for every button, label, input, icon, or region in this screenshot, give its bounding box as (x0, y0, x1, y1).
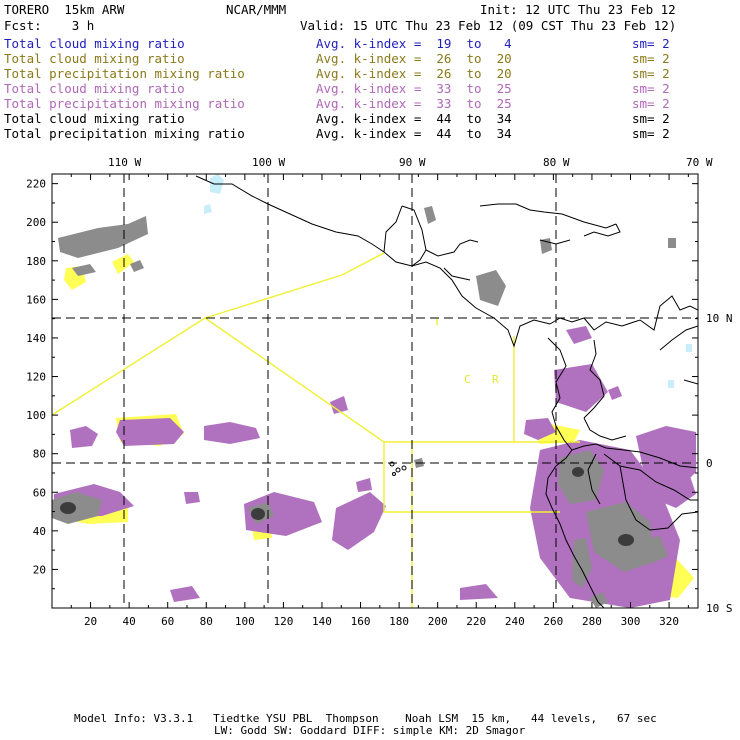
model-title: TORERO 15km ARW (4, 2, 125, 17)
y-tick-label: 60 (33, 486, 46, 499)
y-tick-label: 80 (33, 448, 46, 461)
legend-row-5-sm: sm= 2 (632, 96, 670, 111)
legend-row-5-field: Total precipitation mixing ratio (4, 96, 245, 111)
legend-row-2-sm: sm= 2 (632, 51, 670, 66)
legend-row-3-sm: sm= 2 (632, 66, 670, 81)
longitude-labels: 110 W 100 W 90 W 80 W 70 W (108, 156, 713, 169)
y-tick-label: 200 (26, 216, 46, 229)
x-tick-label: 320 (659, 615, 679, 628)
x-tick-label: 200 (428, 615, 448, 628)
map-axes: 20 40 60 80 100 120 140 160 180 200 220 240 260 280 30… (26, 174, 698, 628)
latlon-grid (52, 174, 698, 608)
lat-label-10s: 10 S (706, 602, 733, 615)
legend-row-2-field: Total cloud mixing ratio (4, 51, 185, 66)
y-tick-label: 140 (26, 332, 46, 345)
y-tick-label: 180 (26, 255, 46, 268)
x-tick-label: 40 (123, 615, 136, 628)
x-tick-label: 120 (273, 615, 293, 628)
model-info-line1: Model Info: V3.3.1 Tiedtke YSU PBL Thomp… (74, 712, 657, 725)
x-tick-label: 140 (312, 615, 332, 628)
latitude-labels: 10 N 0 10 S (706, 312, 733, 615)
center-label: NCAR/MMM (226, 2, 287, 17)
x-tick-label: 100 (235, 615, 255, 628)
legend-row-3-field: Total precipitation mixing ratio (4, 66, 245, 81)
x-tick-label: 180 (389, 615, 409, 628)
legend-row-7-sm: sm= 2 (632, 126, 670, 141)
legend-row-1-field: Total cloud mixing ratio (4, 36, 185, 51)
lon-label-110w: 110 W (108, 156, 141, 169)
region-label-c: C (464, 373, 471, 386)
lon-label-100w: 100 W (252, 156, 285, 169)
forecast-hour: Fcst: 3 h (4, 18, 95, 33)
init-time: Init: 12 UTC Thu 23 Feb 12 (480, 2, 676, 17)
lon-label-90w: 90 W (399, 156, 426, 169)
lon-label-70w: 70 W (686, 156, 713, 169)
region-label-r: R (492, 373, 499, 386)
lon-label-80w: 80 W (543, 156, 570, 169)
y-tick-label: 100 (26, 409, 46, 422)
x-tick-label: 300 (621, 615, 641, 628)
coastlines (195, 175, 698, 608)
map-frame (51, 173, 699, 609)
legend-row-5-kindex: Avg. k-index = 33 to 25 (316, 96, 512, 111)
y-tick-label: 160 (26, 293, 46, 306)
model-info-line2: LW: Godd SW: Goddard DIFF: simple KM: 2D… (214, 724, 526, 737)
dark-patches (60, 467, 634, 546)
x-tick-label: 80 (200, 615, 213, 628)
map-field-layer (52, 174, 698, 608)
x-tick-label: 20 (84, 615, 97, 628)
legend-row-6-kindex: Avg. k-index = 44 to 34 (316, 111, 512, 126)
x-tick-label: 280 (582, 615, 602, 628)
x-tick-label: 220 (466, 615, 486, 628)
legend-row-7-field: Total precipitation mixing ratio (4, 126, 245, 141)
valid-time: Valid: 15 UTC Thu 23 Feb 12 (09 CST Thu … (300, 18, 677, 33)
legend-row-4-kindex: Avg. k-index = 33 to 25 (316, 81, 512, 96)
legend-row-6-field: Total cloud mixing ratio (4, 111, 185, 126)
y-tick-label: 120 (26, 371, 46, 384)
lat-label-0: 0 (706, 457, 713, 470)
lat-label-10n: 10 N (706, 312, 733, 325)
x-tick-label: 260 (543, 615, 563, 628)
cyan-patches (204, 174, 692, 388)
legend-row-2-kindex: Avg. k-index = 26 to 20 (316, 51, 512, 66)
legend-row-7-kindex: Avg. k-index = 44 to 34 (316, 126, 512, 141)
x-tick-label: 160 (351, 615, 371, 628)
y-tick-label: 220 (26, 178, 46, 191)
x-tick-label: 60 (161, 615, 174, 628)
legend-row-1-sm: sm= 2 (632, 36, 670, 51)
y-tick-label: 40 (33, 525, 46, 538)
legend-row-6-sm: sm= 2 (632, 111, 670, 126)
legend-row-1-kindex: Avg. k-index = 19 to 4 (316, 36, 512, 51)
x-tick-label: 240 (505, 615, 525, 628)
y-tick-label: 20 (33, 563, 46, 576)
legend-row-4-field: Total cloud mixing ratio (4, 81, 185, 96)
legend-row-4-sm: sm= 2 (632, 81, 670, 96)
legend-row-3-kindex: Avg. k-index = 26 to 20 (316, 66, 512, 81)
